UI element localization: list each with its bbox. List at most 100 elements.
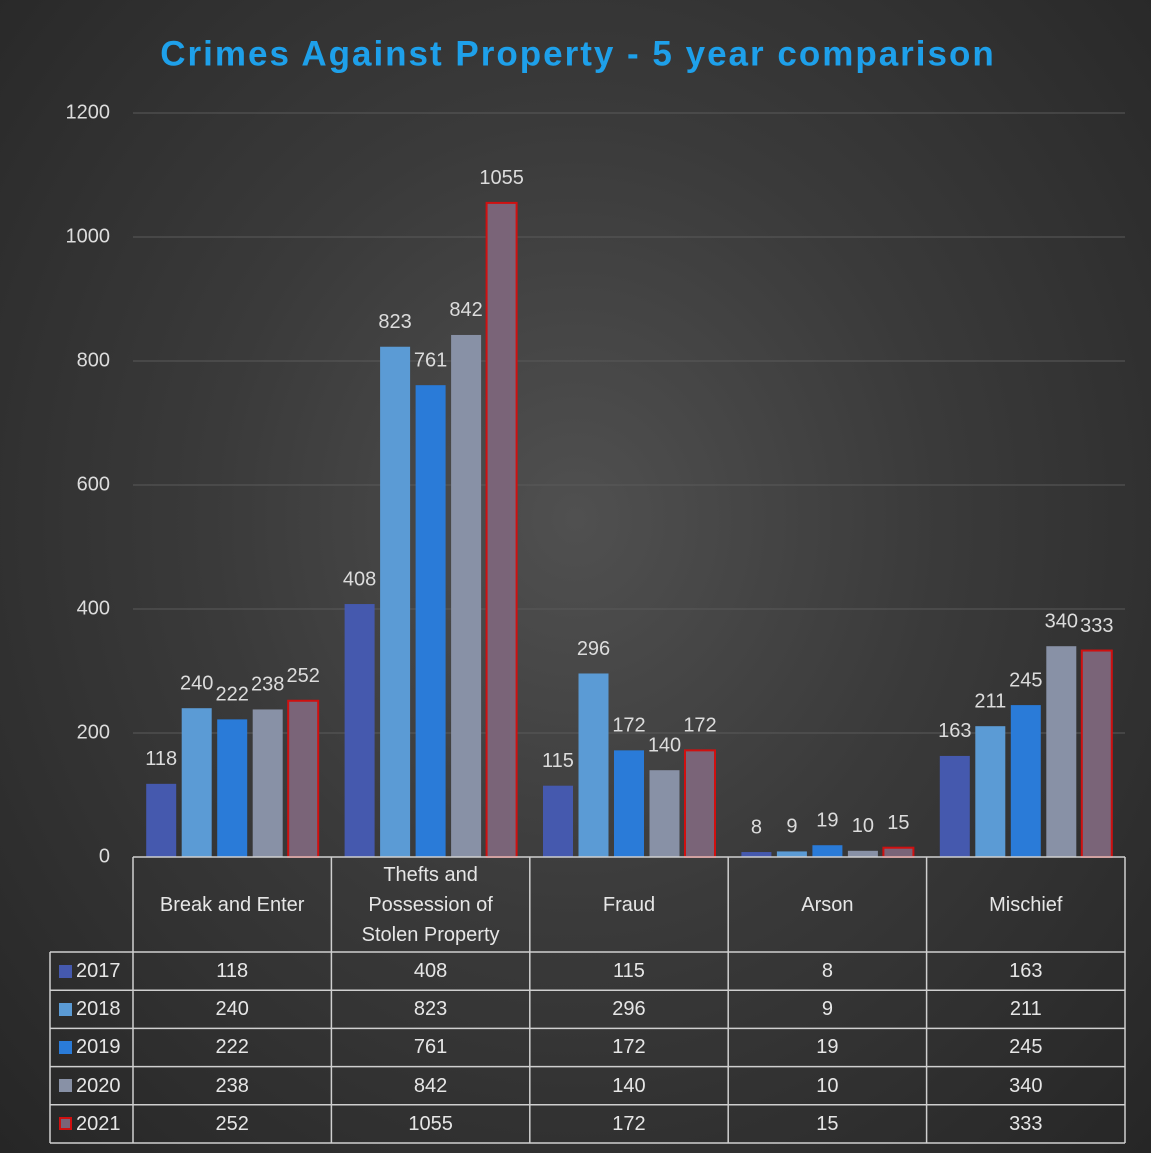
data-label: 245 xyxy=(1009,669,1042,691)
bar xyxy=(1080,649,1113,858)
data-label: 761 xyxy=(414,349,447,371)
y-tick-label: 400 xyxy=(77,597,110,619)
table-value: 10 xyxy=(816,1074,839,1097)
table-value: 19 xyxy=(816,1036,839,1059)
data-label: 238 xyxy=(251,674,284,696)
bar xyxy=(939,755,970,857)
data-label: 8 xyxy=(751,816,762,838)
legend-key xyxy=(59,1040,72,1054)
table-value: 408 xyxy=(413,960,448,983)
bar xyxy=(1010,705,1041,857)
legend-key xyxy=(59,1079,72,1093)
table-value: 842 xyxy=(413,1074,448,1097)
bar xyxy=(776,851,807,857)
bar xyxy=(380,346,411,857)
table-value: 340 xyxy=(1009,1074,1043,1097)
data-label: 252 xyxy=(287,665,320,687)
table-value: 240 xyxy=(215,998,249,1021)
data-label: 333 xyxy=(1080,615,1113,637)
bar xyxy=(812,845,843,857)
bar xyxy=(451,334,482,858)
y-tick-label: 600 xyxy=(77,473,110,495)
bar xyxy=(649,770,680,857)
y-tick-label: 0 xyxy=(99,845,110,867)
data-label: 408 xyxy=(343,568,376,590)
table-value: 252 xyxy=(215,1112,249,1135)
data-label: 842 xyxy=(449,299,482,321)
table-value: 9 xyxy=(821,998,833,1021)
data-label: 118 xyxy=(145,748,177,770)
bar xyxy=(975,726,1006,857)
bar xyxy=(578,673,609,857)
bar xyxy=(1046,646,1077,857)
legend-entry: 2017 xyxy=(50,952,133,990)
y-tick-label: 1200 xyxy=(66,101,111,123)
category-label: Thefts and Possession of Stolen Property xyxy=(361,863,500,946)
table-value: 172 xyxy=(612,1036,646,1059)
data-label: 222 xyxy=(216,684,249,706)
bar xyxy=(614,750,644,857)
bar xyxy=(543,785,573,857)
chart-title: Crimes Against Property - 5 year compari… xyxy=(160,34,996,73)
data-label: 172 xyxy=(612,715,645,737)
bar xyxy=(847,850,878,857)
legend-entry: 2021 xyxy=(50,1105,133,1143)
data-label: 19 xyxy=(816,810,838,832)
y-tick-label: 1000 xyxy=(66,225,111,247)
data-label: 10 xyxy=(852,815,874,837)
legend-label: 2019 xyxy=(76,1036,121,1059)
table-value: 163 xyxy=(1009,960,1043,983)
data-label: 823 xyxy=(378,311,411,333)
table-value: 296 xyxy=(612,998,646,1021)
bar xyxy=(344,604,375,857)
table-value: 823 xyxy=(413,998,448,1021)
table-value: 238 xyxy=(215,1074,249,1097)
bar xyxy=(287,699,320,859)
legend-key xyxy=(59,1002,72,1016)
table-value: 211 xyxy=(1009,998,1042,1021)
y-tick-label: 800 xyxy=(77,349,110,371)
category-label: Arson xyxy=(801,893,854,916)
bar xyxy=(882,846,915,859)
data-label: 1055 xyxy=(479,167,524,189)
data-label: 240 xyxy=(180,672,213,694)
data-label: 140 xyxy=(648,734,681,756)
data-label: 211 xyxy=(974,690,1006,712)
bar xyxy=(252,709,283,857)
bar xyxy=(181,708,212,857)
bar xyxy=(684,749,716,858)
data-label: 9 xyxy=(786,816,797,838)
category-label: Break and Enter xyxy=(159,893,305,916)
data-label: 340 xyxy=(1045,610,1078,632)
legend-label: 2021 xyxy=(76,1112,121,1135)
table-value: 115 xyxy=(613,960,645,983)
y-tick-label: 200 xyxy=(77,721,110,743)
data-label: 115 xyxy=(542,750,574,772)
legend-label: 2017 xyxy=(76,960,121,983)
bar xyxy=(741,852,772,857)
data-label: 296 xyxy=(577,638,610,660)
legend-entry: 2020 xyxy=(50,1067,133,1105)
table-value: 118 xyxy=(216,960,249,983)
category-label: Mischief xyxy=(989,893,1063,916)
table-value: 333 xyxy=(1009,1112,1043,1135)
data-label: 163 xyxy=(938,720,971,742)
legend-key xyxy=(59,964,72,978)
bar xyxy=(415,385,446,857)
table-value: 1055 xyxy=(408,1112,453,1135)
table-value: 8 xyxy=(821,960,833,983)
legend-entry: 2019 xyxy=(50,1028,133,1066)
table-value: 140 xyxy=(612,1074,646,1097)
table-value: 15 xyxy=(816,1112,839,1135)
bar xyxy=(146,783,177,857)
legend-label: 2020 xyxy=(76,1074,121,1097)
legend-entry: 2018 xyxy=(50,990,133,1028)
category-label: Fraud xyxy=(602,893,656,916)
bar xyxy=(217,719,248,857)
data-label: 15 xyxy=(887,812,909,834)
table-value: 222 xyxy=(215,1036,249,1059)
data-label: 172 xyxy=(683,715,716,737)
table-value: 245 xyxy=(1009,1036,1043,1059)
